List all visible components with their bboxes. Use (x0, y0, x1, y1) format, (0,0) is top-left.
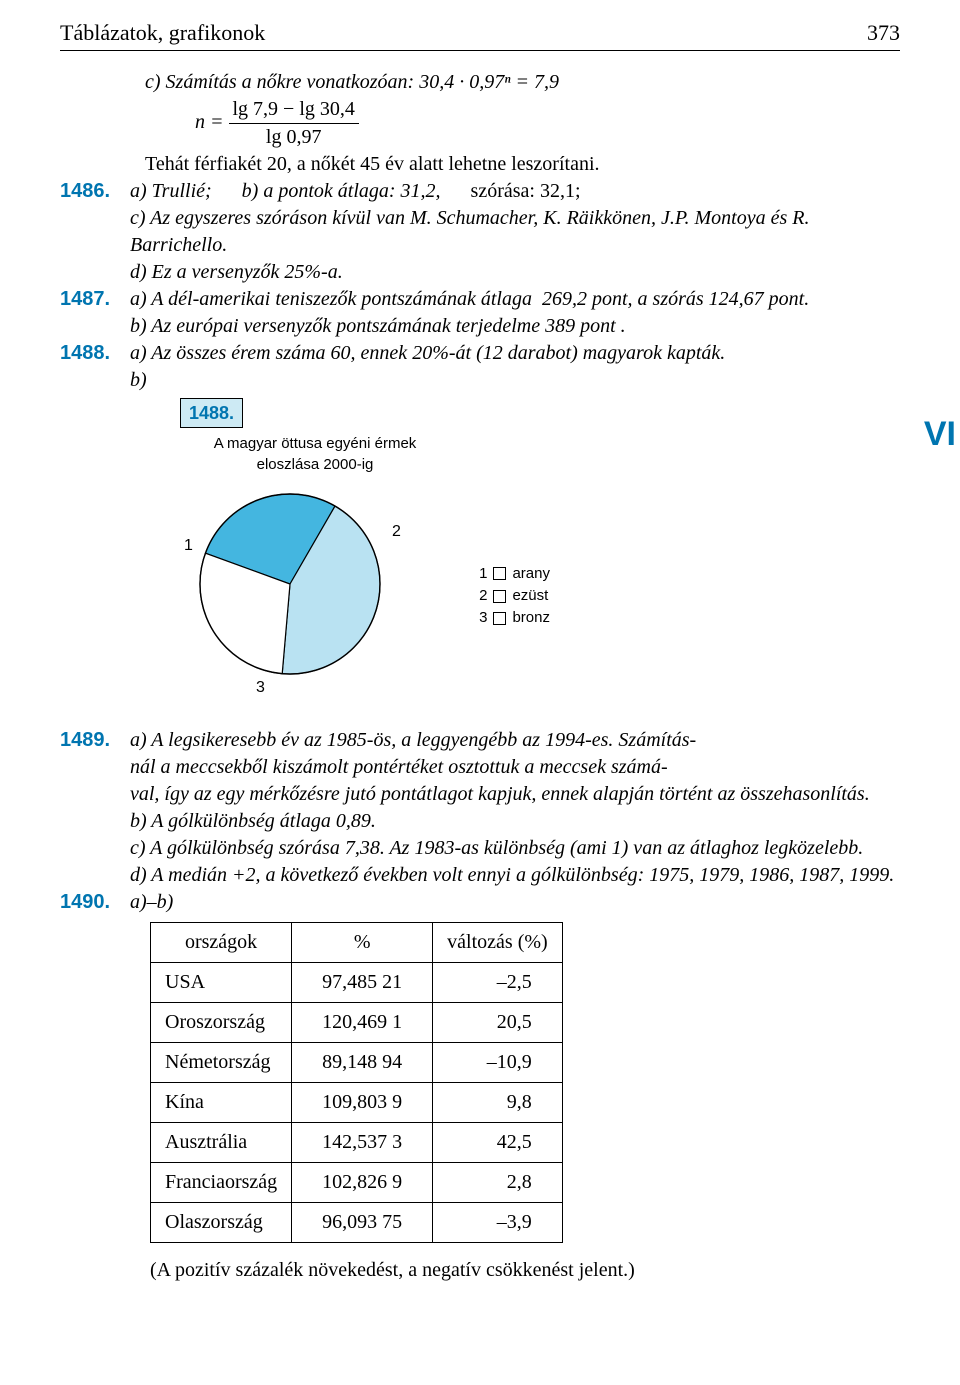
figure-number-box: 1488. (180, 398, 243, 428)
item-1489: 1489. a) A legsikeresebb év az 1985-ös, … (60, 727, 900, 889)
country-cell: Ausztrália (151, 1122, 292, 1162)
formula-lhs: n = (195, 111, 229, 133)
item-body: a) Trullié; b) a pontok átlaga: 31,2, sz… (130, 178, 900, 286)
i1487-line1: a) A dél-amerikai teniszezők pontszámána… (130, 286, 900, 313)
table-header: országok (151, 922, 292, 962)
content-area: c) Számítás a nőkre vonatkozóan: 30,4 · … (60, 69, 900, 1284)
data-table: országok % változás (%) USA 97,485 21 –2… (150, 922, 563, 1243)
change-cell: –3,9 (433, 1202, 563, 1242)
legend-idx: 2 (479, 586, 487, 606)
top-end-line: Tehát férfiakét 20, a nőkét 45 év alatt … (60, 151, 900, 178)
item-1488: 1488. a) Az összes érem száma 60, ennek … (60, 340, 900, 394)
pie-legend: 1 arany 2 ezüst 3 bronz (479, 564, 550, 631)
item-number: 1489. (60, 727, 130, 889)
figure-1488: 1488. A magyar öttusa egyéni érmek elosz… (60, 398, 900, 709)
table-row: USA 97,485 21 –2,5 (151, 962, 563, 1002)
pie-chart (180, 479, 400, 689)
table-row: Kína 109,803 9 9,8 (151, 1082, 563, 1122)
header-title: Táblázatok, grafikonok (60, 20, 265, 46)
pie-label-3: 3 (256, 677, 265, 699)
item-number: 1486. (60, 178, 130, 286)
pie-container: 1 2 3 1 arany 2 ezüst 3 (180, 479, 560, 709)
table-row: Franciaország 102,826 9 2,8 (151, 1162, 563, 1202)
item-number: 1487. (60, 286, 130, 340)
frac-numerator: lg 7,9 − lg 30,4 (229, 96, 359, 123)
formula: n = lg 7,9 − lg 30,4 lg 0,97 (60, 96, 900, 151)
i1489-d: d) A medián +2, a következő években volt… (130, 862, 900, 889)
legend-row: 3 bronz (479, 608, 550, 628)
item-1487: 1487. a) A dél-amerikai teniszezők ponts… (60, 286, 900, 340)
legend-label: arany (512, 564, 550, 584)
pct-cell: 120,469 1 (292, 1002, 433, 1042)
change-cell: –10,9 (433, 1042, 563, 1082)
page-number: 373 (867, 20, 900, 46)
item-1490: 1490. a)–b) (60, 889, 900, 916)
i1486-a: a) Trullié; (130, 180, 212, 202)
i1489-c: c) A gólkülönbség szórása 7,38. Az 1983-… (130, 835, 900, 862)
item-body: a) Az összes érem száma 60, ennek 20%-át… (130, 340, 900, 394)
pct-cell: 142,537 3 (292, 1122, 433, 1162)
legend-row: 2 ezüst (479, 586, 550, 606)
table-header-row: országok % változás (%) (151, 922, 563, 962)
i1488-line1: a) Az összes érem száma 60, ennek 20%-át… (130, 340, 900, 367)
country-cell: Németország (151, 1042, 292, 1082)
i1490-ab: a)–b) (130, 889, 900, 916)
pie-label-2: 2 (392, 521, 401, 543)
i1489-b: b) A gólkülönbség átlaga 0,89. (130, 808, 900, 835)
page-header: Táblázatok, grafikonok 373 (60, 20, 900, 51)
item-1486: 1486. a) Trullié; b) a pontok átlaga: 31… (60, 178, 900, 286)
figure-caption: A magyar öttusa egyéni érmek eloszlása 2… (210, 434, 420, 475)
change-cell: 2,8 (433, 1162, 563, 1202)
legend-swatch (493, 590, 506, 603)
table-row: Oroszország 120,469 1 20,5 (151, 1002, 563, 1042)
pct-cell: 102,826 9 (292, 1162, 433, 1202)
country-cell: Olaszország (151, 1202, 292, 1242)
top-c-text: c) Számítás a nőkre vonatkozóan: 30,4 · … (145, 71, 559, 93)
country-cell: Franciaország (151, 1162, 292, 1202)
table-footnote: (A pozitív százalék növekedést, a negatí… (150, 1257, 900, 1284)
i1488-b: b) (130, 367, 147, 394)
country-cell: Kína (151, 1082, 292, 1122)
country-cell: USA (151, 962, 292, 1002)
chapter-tab: VI (924, 415, 956, 454)
change-cell: –2,5 (433, 962, 563, 1002)
change-cell: 20,5 (433, 1002, 563, 1042)
legend-idx: 1 (479, 564, 487, 584)
pct-cell: 96,093 75 (292, 1202, 433, 1242)
legend-idx: 3 (479, 608, 487, 628)
item-body: a) A legsikeresebb év az 1985-ös, a legg… (130, 727, 900, 889)
table-row: Németország 89,148 94 –10,9 (151, 1042, 563, 1082)
fraction: lg 7,9 − lg 30,4 lg 0,97 (229, 96, 359, 151)
i1486-b: b) a pontok átlaga: 31,2, (242, 180, 441, 202)
item-number: 1488. (60, 340, 130, 394)
i1486-c: szórása: 32,1; (471, 180, 581, 202)
pie-label-1: 1 (184, 535, 193, 557)
pct-cell: 109,803 9 (292, 1082, 433, 1122)
table-header: % (292, 922, 433, 962)
country-cell: Oroszország (151, 1002, 292, 1042)
table-header: változás (%) (433, 922, 563, 962)
frac-denominator: lg 0,97 (229, 124, 359, 151)
table-row: Olaszország 96,093 75 –3,9 (151, 1202, 563, 1242)
item-number: 1490. (60, 889, 130, 916)
change-cell: 9,8 (433, 1082, 563, 1122)
pct-cell: 97,485 21 (292, 962, 433, 1002)
change-cell: 42,5 (433, 1122, 563, 1162)
legend-swatch (493, 567, 506, 580)
item-body: a) A dél-amerikai teniszezők pontszámána… (130, 286, 900, 340)
legend-swatch (493, 612, 506, 625)
table-row: Ausztrália 142,537 3 42,5 (151, 1122, 563, 1162)
top-c-line: c) Számítás a nőkre vonatkozóan: 30,4 · … (60, 69, 900, 96)
legend-label: ezüst (512, 586, 548, 606)
i1486-line2: c) Az egyszeres szóráson kívül van M. Sc… (130, 205, 900, 259)
pct-cell: 89,148 94 (292, 1042, 433, 1082)
i1487-line2: b) Az európai versenyzők pontszámának te… (130, 313, 900, 340)
page: Táblázatok, grafikonok 373 VI c) Számítá… (0, 0, 960, 1324)
legend-row: 1 arany (479, 564, 550, 584)
i1489-a: a) A legsikeresebb év az 1985-ös, a legg… (130, 727, 900, 808)
i1486-line3: d) Ez a versenyzők 25%-a. (130, 259, 900, 286)
legend-label: bronz (512, 608, 550, 628)
